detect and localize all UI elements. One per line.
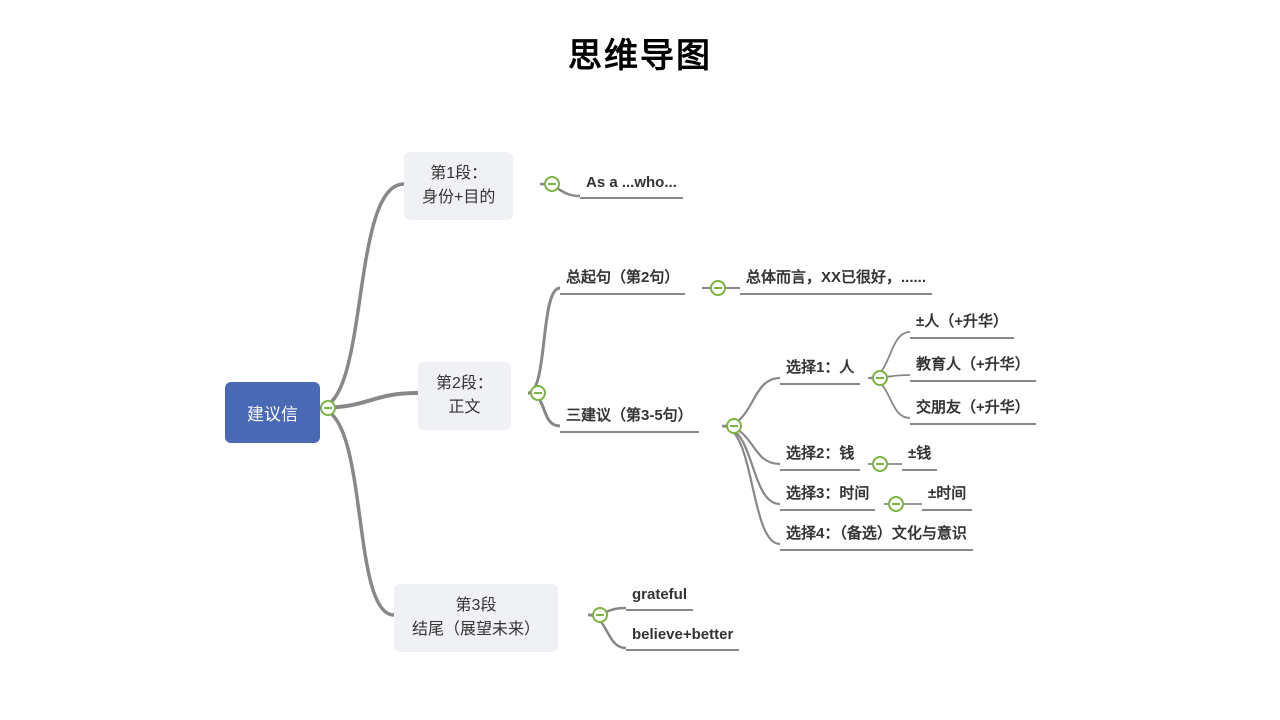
branch-node-2[interactable]: 第2段： 正文	[418, 362, 511, 430]
leaf-node[interactable]: ±时间	[922, 480, 972, 511]
leaf-node[interactable]: ±钱	[902, 440, 937, 471]
leaf-node[interactable]: 总起句（第2句）	[560, 264, 685, 295]
mindmap-connectors	[0, 0, 1280, 720]
leaf-node[interactable]: ±人（+升华）	[910, 308, 1014, 339]
collapse-icon[interactable]	[888, 496, 904, 512]
collapse-icon[interactable]	[544, 176, 560, 192]
leaf-node[interactable]: 选择4：（备选）文化与意识	[780, 520, 973, 551]
branch-label: 第1段：	[430, 165, 487, 182]
branch-node-3[interactable]: 第3段 结尾（展望未来）	[394, 584, 558, 652]
leaf-node[interactable]: 选择2：钱	[780, 440, 860, 471]
leaf-node[interactable]: 总体而言，XX已很好，......	[740, 264, 932, 295]
collapse-icon[interactable]	[320, 400, 336, 416]
collapse-icon[interactable]	[726, 418, 742, 434]
leaf-node[interactable]: believe+better	[626, 624, 739, 651]
collapse-icon[interactable]	[530, 385, 546, 401]
collapse-icon[interactable]	[872, 456, 888, 472]
leaf-node[interactable]: As a ...who...	[580, 172, 683, 199]
branch-label: 第3段	[456, 597, 497, 614]
collapse-icon[interactable]	[592, 607, 608, 623]
leaf-node[interactable]: 三建议（第3-5句）	[560, 402, 699, 433]
leaf-node[interactable]: 选择3：时间	[780, 480, 875, 511]
branch-label: 正文	[448, 399, 480, 416]
collapse-icon[interactable]	[710, 280, 726, 296]
leaf-node[interactable]: grateful	[626, 584, 693, 611]
leaf-node[interactable]: 交朋友（+升华）	[910, 394, 1036, 425]
leaf-node[interactable]: 选择1：人	[780, 354, 860, 385]
branch-label: 结尾（展望未来）	[412, 621, 540, 638]
branch-node-1[interactable]: 第1段： 身份+目的	[404, 152, 513, 220]
branch-label: 身份+目的	[422, 189, 495, 206]
root-node[interactable]: 建议信	[225, 382, 320, 443]
collapse-icon[interactable]	[872, 370, 888, 386]
root-label: 建议信	[247, 405, 298, 424]
page-title: 思维导图	[0, 28, 1280, 77]
leaf-node[interactable]: 教育人（+升华）	[910, 351, 1036, 382]
branch-label: 第2段：	[436, 375, 493, 392]
